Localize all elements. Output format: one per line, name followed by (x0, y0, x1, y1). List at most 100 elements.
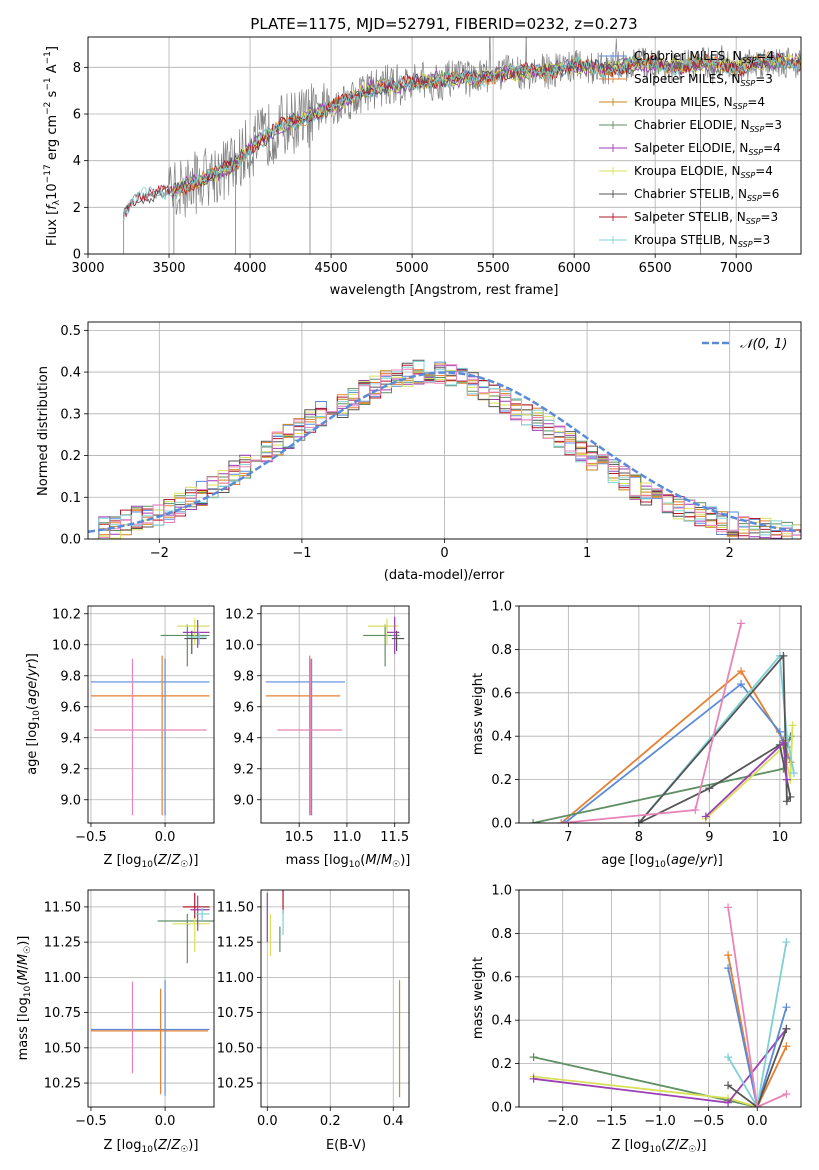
legend-label-salpeter_stelib: Salpeter STELIB, NSSP=3 (634, 210, 778, 226)
z-mass-ylabel: mass [log10(M/M☉)] (16, 936, 33, 1061)
weight-marker-salpeter_miles (737, 667, 746, 676)
x-tick-label: 10 (772, 830, 789, 845)
axes-frame (518, 889, 802, 1108)
y-tick-label: 0.2 (491, 773, 512, 788)
weight-marker-chabrier_elodie (529, 819, 538, 823)
plot-area (265, 616, 405, 816)
ebv-mass-xlabel: E(B-V) (326, 1138, 366, 1153)
model-line-salpeter_stelib (123, 51, 801, 221)
mass-age-panel: 10.5 11.0 11.5 9.0 9.2 9.4 9.6 9.8 10.0 10.2 mass… (225, 605, 410, 870)
x-tick-label: 6000 (558, 261, 591, 276)
axes-frame (87, 321, 802, 540)
y-tick-label: 9.4 (233, 731, 254, 746)
x-tick-label: 5000 (396, 261, 429, 276)
histogram-salpeter_elodie (88, 365, 801, 539)
y-tick-label: 10.75 (44, 1006, 81, 1021)
weight-marker-salpeter_miles (724, 951, 733, 960)
y-tick-label: 4 (73, 154, 81, 169)
ebv-mass-plot: 0.0 0.2 0.4 10.25 10.50 10.75 11.00 11.25 11.50 (217, 889, 410, 1129)
y-tick-label: 2 (73, 201, 81, 216)
weight-line-kroupa_stelib (727, 941, 788, 1107)
weight-line-pink (727, 907, 787, 1107)
y-tick-label: 9.2 (233, 762, 254, 777)
legend-label-kroupa_stelib: Kroupa STELIB, NSSP=3 (634, 233, 770, 249)
x-tick-label: 0.0 (155, 1114, 176, 1129)
plot-area (529, 903, 791, 1107)
z-weight-plot: −2.0 −1.5 −1.0 −0.5 0.0 0.0 0.2 0.4 0.6 0.8 1.0 (491, 884, 802, 1129)
age-weight-xlabel: age [log10(age/yr)] (601, 853, 723, 870)
z-mass-xlabel: Z [log10(Z/Z☉)] (104, 1138, 199, 1155)
y-tick-label: 9.2 (60, 762, 81, 777)
weight-marker-chabrier_miles (737, 680, 746, 689)
y-tick-label: 10.25 (44, 1077, 81, 1092)
x-tick-label: −0.5 (75, 830, 107, 845)
weight-line-salpeter_miles (727, 954, 788, 1107)
plot-area (123, 37, 801, 254)
axes-frame (87, 36, 802, 255)
y-tick-label: 11.00 (44, 971, 81, 986)
plot-area (90, 618, 210, 816)
y-tick-label: 10.2 (52, 607, 81, 622)
weight-marker-chabrier_miles (782, 1003, 791, 1012)
x-tick-label: 11.0 (332, 830, 361, 845)
axes-frame (518, 605, 802, 824)
x-tick-label: −2 (150, 546, 169, 561)
y-tick-label: 10.2 (225, 607, 254, 622)
x-tick-label: −1 (292, 546, 311, 561)
legend-label-chabrier_stelib: Chabrier STELIB, NSSP=6 (634, 187, 779, 203)
y-tick-label: 9.4 (60, 731, 81, 746)
weight-line-chabrier_miles (727, 967, 788, 1107)
x-tick-label: 3000 (71, 261, 104, 276)
weight-marker-chabrier_stelib (779, 651, 788, 660)
y-tick-label: 0.0 (491, 1101, 512, 1116)
x-tick-label: −1.0 (644, 1114, 676, 1129)
weight-marker-kroupa_stelib (789, 769, 798, 778)
weight-marker-salpeter_elodie (782, 775, 791, 784)
x-tick-label: 8 (635, 830, 643, 845)
x-tick-label: −2.0 (547, 1114, 579, 1129)
y-tick-label: 9.8 (233, 669, 254, 684)
legend-label-kroupa_miles: Kroupa MILES, NSSP=4 (634, 95, 765, 111)
y-tick-label: 10.75 (217, 1006, 254, 1021)
y-tick-label: 0.4 (60, 366, 81, 381)
z-weight-xlabel: Z [log10(Z/Z☉)] (612, 1138, 707, 1155)
spectrum-panel: 3000 3500 4000 4500 5000 5500 6000 6500 7000 0 2 4 6… (43, 36, 802, 298)
y-tick-label: 11.50 (44, 900, 81, 915)
x-tick-label: 4500 (315, 261, 348, 276)
y-tick-label: 6 (73, 108, 81, 123)
weight-marker-chabrier_stelib (782, 1024, 791, 1033)
weight-marker-chabrier_stelib (705, 784, 714, 793)
legend-label-salpeter_elodie: Salpeter ELODIE, NSSP=4 (634, 141, 781, 157)
spectrum-ylabel: Flux [fλ10−17 erg cm−2 s−1 A−1] (43, 46, 62, 246)
z-mass-panel: −0.5 0.0 10.25 10.50 10.75 11.00 11.25 11.50 Z … (16, 889, 215, 1155)
legend-label-chabrier_miles: Chabrier MILES, NSSP=4 (634, 49, 774, 65)
weight-line-salpeter_miles (560, 669, 792, 823)
age-weight-plot: 7 8 9 10 0.0 0.2 0.4 0.6 0.8 1.0 (491, 600, 802, 845)
y-tick-label: 11.50 (217, 900, 254, 915)
y-tick-label: 0.4 (491, 730, 512, 745)
y-tick-label: 11.25 (217, 936, 254, 951)
y-tick-label: 8 (73, 61, 81, 76)
y-tick-label: 0.1 (60, 491, 81, 506)
x-tick-label: 0.2 (320, 1114, 341, 1129)
y-tick-label: 0.6 (491, 686, 512, 701)
histogram-kroupa_miles (88, 363, 801, 539)
y-tick-label: 9.0 (60, 793, 81, 808)
weight-marker-pink (737, 619, 746, 628)
x-tick-label: 10.5 (285, 830, 314, 845)
weight-marker-salpeter_elodie (724, 1098, 733, 1107)
weight-marker-pink (691, 805, 700, 814)
residual-ylabel: Normed distribution (36, 366, 51, 496)
axes-frame (87, 605, 215, 824)
weight-marker-chabrier_elodie (529, 1053, 538, 1062)
plot-area (529, 619, 798, 823)
weight-marker-kroupa_stelib (724, 1053, 733, 1062)
y-tick-label: 10.25 (217, 1077, 254, 1092)
x-tick-label: 0.0 (747, 1114, 768, 1129)
z-weight-panel: −2.0 −1.5 −1.0 −0.5 0.0 0.0 0.2 0.4 0.6 0.8 1.0 Z … (471, 884, 802, 1155)
weight-marker-chabrier_miles (775, 727, 784, 736)
y-tick-label: 10.50 (44, 1041, 81, 1056)
x-tick-label: 9 (705, 830, 713, 845)
weight-line-pink (561, 623, 742, 823)
